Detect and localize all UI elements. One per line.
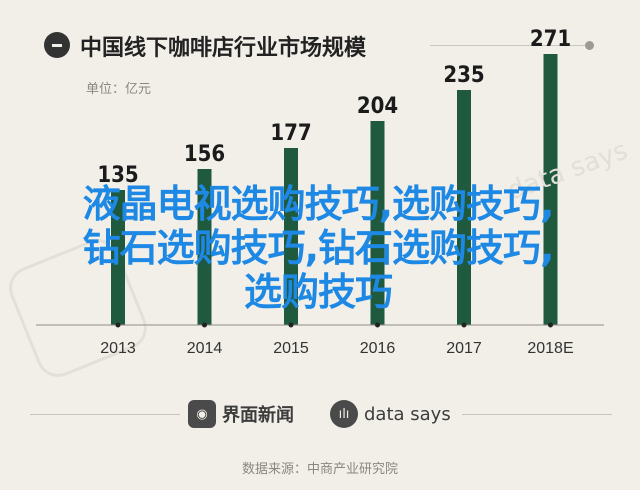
title-divider	[430, 45, 590, 46]
tick-dot	[202, 322, 207, 328]
bar	[457, 90, 471, 325]
data-label: 204	[357, 94, 398, 119]
x-tick-label: 2015	[273, 340, 309, 357]
x-tick-label: 2017	[446, 340, 482, 357]
footer-divider-right	[462, 414, 612, 415]
minus-circle-icon	[44, 32, 70, 58]
jiemian-logo-icon: ◉	[188, 400, 216, 428]
data-label: 135	[97, 163, 138, 188]
tick-dot	[461, 322, 467, 328]
tick-dot	[288, 322, 294, 328]
bar	[543, 54, 558, 325]
chart-title: 中国线下咖啡店行业市场规模	[80, 36, 367, 61]
footer-divider-left	[30, 414, 180, 415]
tick-dot	[115, 322, 121, 328]
overlay-line: 钻石选购技巧,钻石选购技巧,	[82, 226, 555, 270]
chart-header: 中国线下咖啡店行业市场规模	[40, 26, 600, 62]
bar	[197, 169, 212, 325]
datasays-logo-icon: ılı	[330, 400, 358, 428]
brand-jiemian: ◉ 界面新闻	[188, 400, 294, 428]
x-tick-label: 2016	[360, 340, 396, 357]
bar	[284, 148, 298, 325]
x-tick-label: 2013	[100, 340, 136, 357]
bar	[111, 190, 125, 325]
brand-jiemian-label: 界面新闻	[222, 405, 294, 426]
data-label: 177	[270, 121, 311, 146]
brand-datasays-label: data says	[364, 403, 451, 425]
data-source: 数据来源：中商产业研究院	[241, 462, 398, 477]
tick-dot	[375, 322, 380, 328]
overlay-line: 液晶电视选购技巧,选购技巧,	[82, 182, 555, 226]
tick-dot	[548, 322, 553, 328]
data-label: 271	[530, 27, 571, 52]
brand-datasays: ılı data says	[330, 400, 451, 428]
overlay-text: 液晶电视选购技巧,选购技巧, 钻石选购技巧,钻石选购技巧, 选购技巧	[8, 182, 628, 314]
overlay-line: 选购技巧	[243, 270, 393, 314]
x-tick-label: 2014	[187, 340, 223, 357]
unit-label: 单位：亿元	[86, 82, 152, 97]
title-dot-icon	[585, 41, 594, 50]
x-tick-label: 2018E	[527, 340, 573, 357]
data-label: 235	[443, 63, 484, 88]
bar	[370, 121, 385, 325]
data-label: 156	[184, 142, 225, 167]
